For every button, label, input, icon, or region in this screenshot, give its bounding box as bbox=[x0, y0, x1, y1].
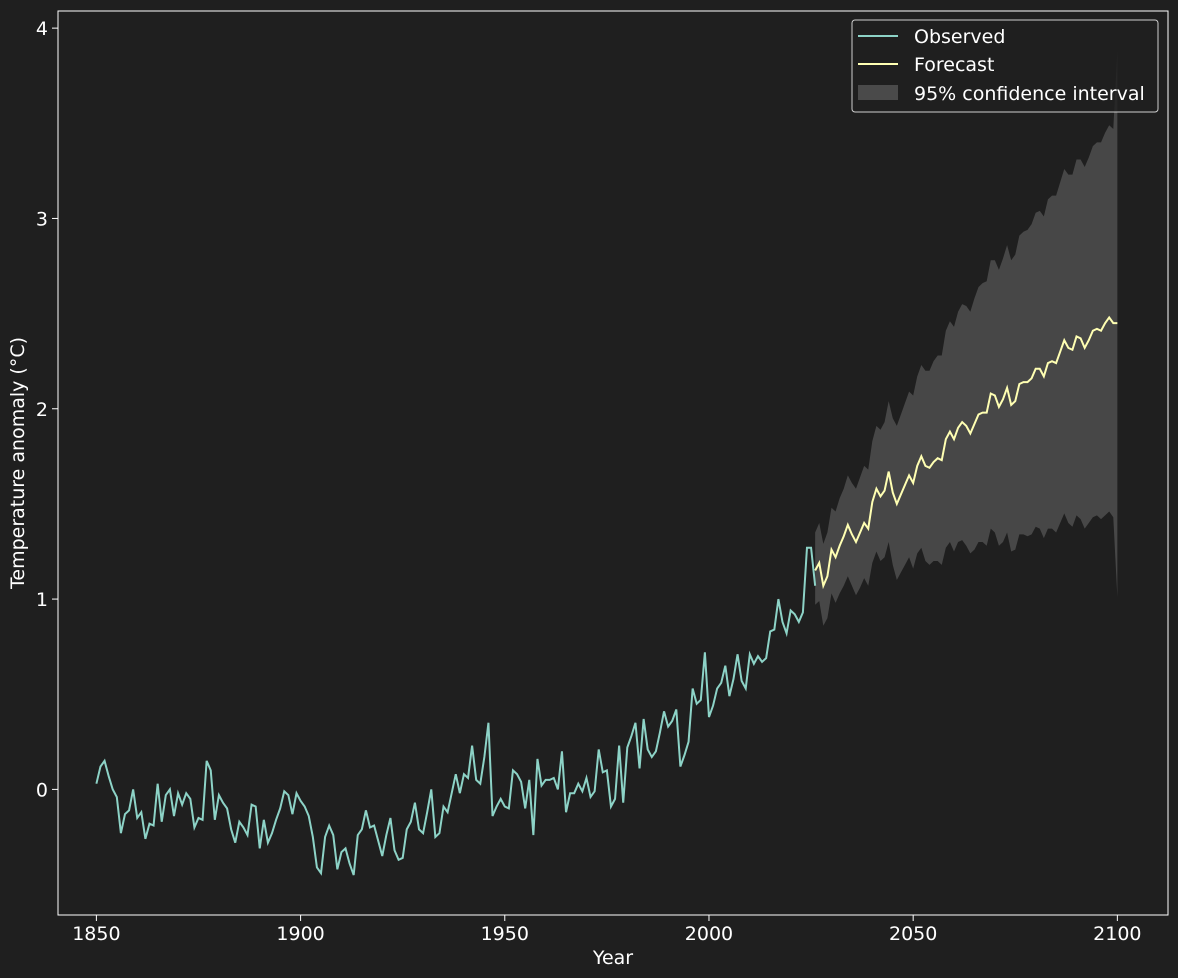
legend-ci-swatch bbox=[858, 85, 898, 100]
legend-forecast-label: Forecast bbox=[914, 54, 994, 76]
legend: Observed Forecast 95% confidence interva… bbox=[851, 19, 1159, 113]
x-tick-label: 1900 bbox=[276, 923, 324, 945]
legend-box bbox=[851, 19, 1159, 113]
x-axis-ticks: 1850 1900 1950 2000 2050 2100 bbox=[72, 915, 1142, 945]
x-tick-label: 1950 bbox=[481, 923, 529, 945]
observed-line bbox=[95, 546, 817, 876]
y-tick-label: 0 bbox=[36, 779, 48, 801]
x-axis-label: Year bbox=[592, 947, 633, 969]
y-axis-label: Temperature anomaly (°C) bbox=[7, 337, 29, 590]
y-tick-label: 1 bbox=[36, 589, 48, 611]
axes-frame bbox=[57, 10, 1169, 916]
legend-ci-label: 95% confidence interval bbox=[914, 83, 1145, 105]
forecast-line bbox=[814, 315, 1118, 590]
legend-observed-label: Observed bbox=[914, 26, 1005, 48]
y-tick-label: 2 bbox=[36, 399, 48, 421]
x-tick-label: 2100 bbox=[1093, 923, 1141, 945]
y-tick-label: 3 bbox=[36, 208, 48, 230]
x-tick-label: 1850 bbox=[72, 923, 120, 945]
y-axis-ticks: 0 1 2 3 4 bbox=[36, 18, 58, 801]
plot-area bbox=[95, 50, 1118, 876]
x-tick-label: 2000 bbox=[685, 923, 733, 945]
x-tick-label: 2050 bbox=[889, 923, 937, 945]
y-tick-label: 4 bbox=[36, 18, 48, 40]
